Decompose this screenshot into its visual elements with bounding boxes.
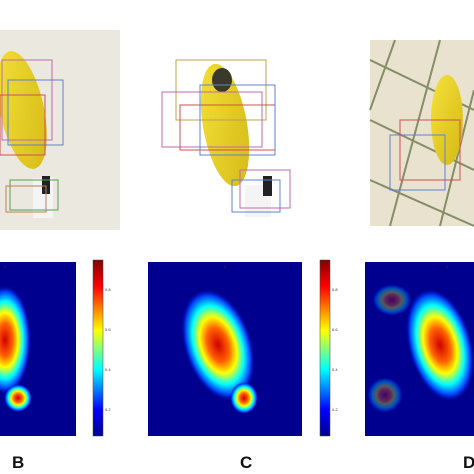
photo-1: [0, 30, 120, 230]
heatmap-title: 0: [224, 264, 227, 269]
heatmap-2: [148, 262, 302, 436]
heatmap-1: [0, 262, 76, 436]
heatmap-title: 0: [446, 264, 449, 269]
colorbar-tick-label: 0.2: [332, 407, 338, 412]
colorbar-tick-label: 0.4: [105, 367, 111, 372]
colorbar-tick-label: 0.8: [332, 287, 338, 292]
panel-label: B: [12, 453, 24, 472]
colorbar-tick-label: 0.6: [105, 327, 111, 332]
heatmap-title: 0: [4, 264, 7, 269]
panel-label: D: [463, 453, 474, 472]
photo-2: [161, 59, 291, 217]
colorbar-tick-label: 0.2: [105, 407, 111, 412]
colorbar: [92, 259, 104, 437]
heatmap-3: [365, 262, 474, 436]
colorbar-tick-label: 0.6: [332, 327, 338, 332]
colorbar: [319, 259, 331, 437]
colorbar-tick-label: 0.4: [332, 367, 338, 372]
colorbar-tick-label: 0.8: [105, 287, 111, 292]
panel-label: C: [240, 453, 252, 472]
photo-3: [369, 39, 474, 227]
